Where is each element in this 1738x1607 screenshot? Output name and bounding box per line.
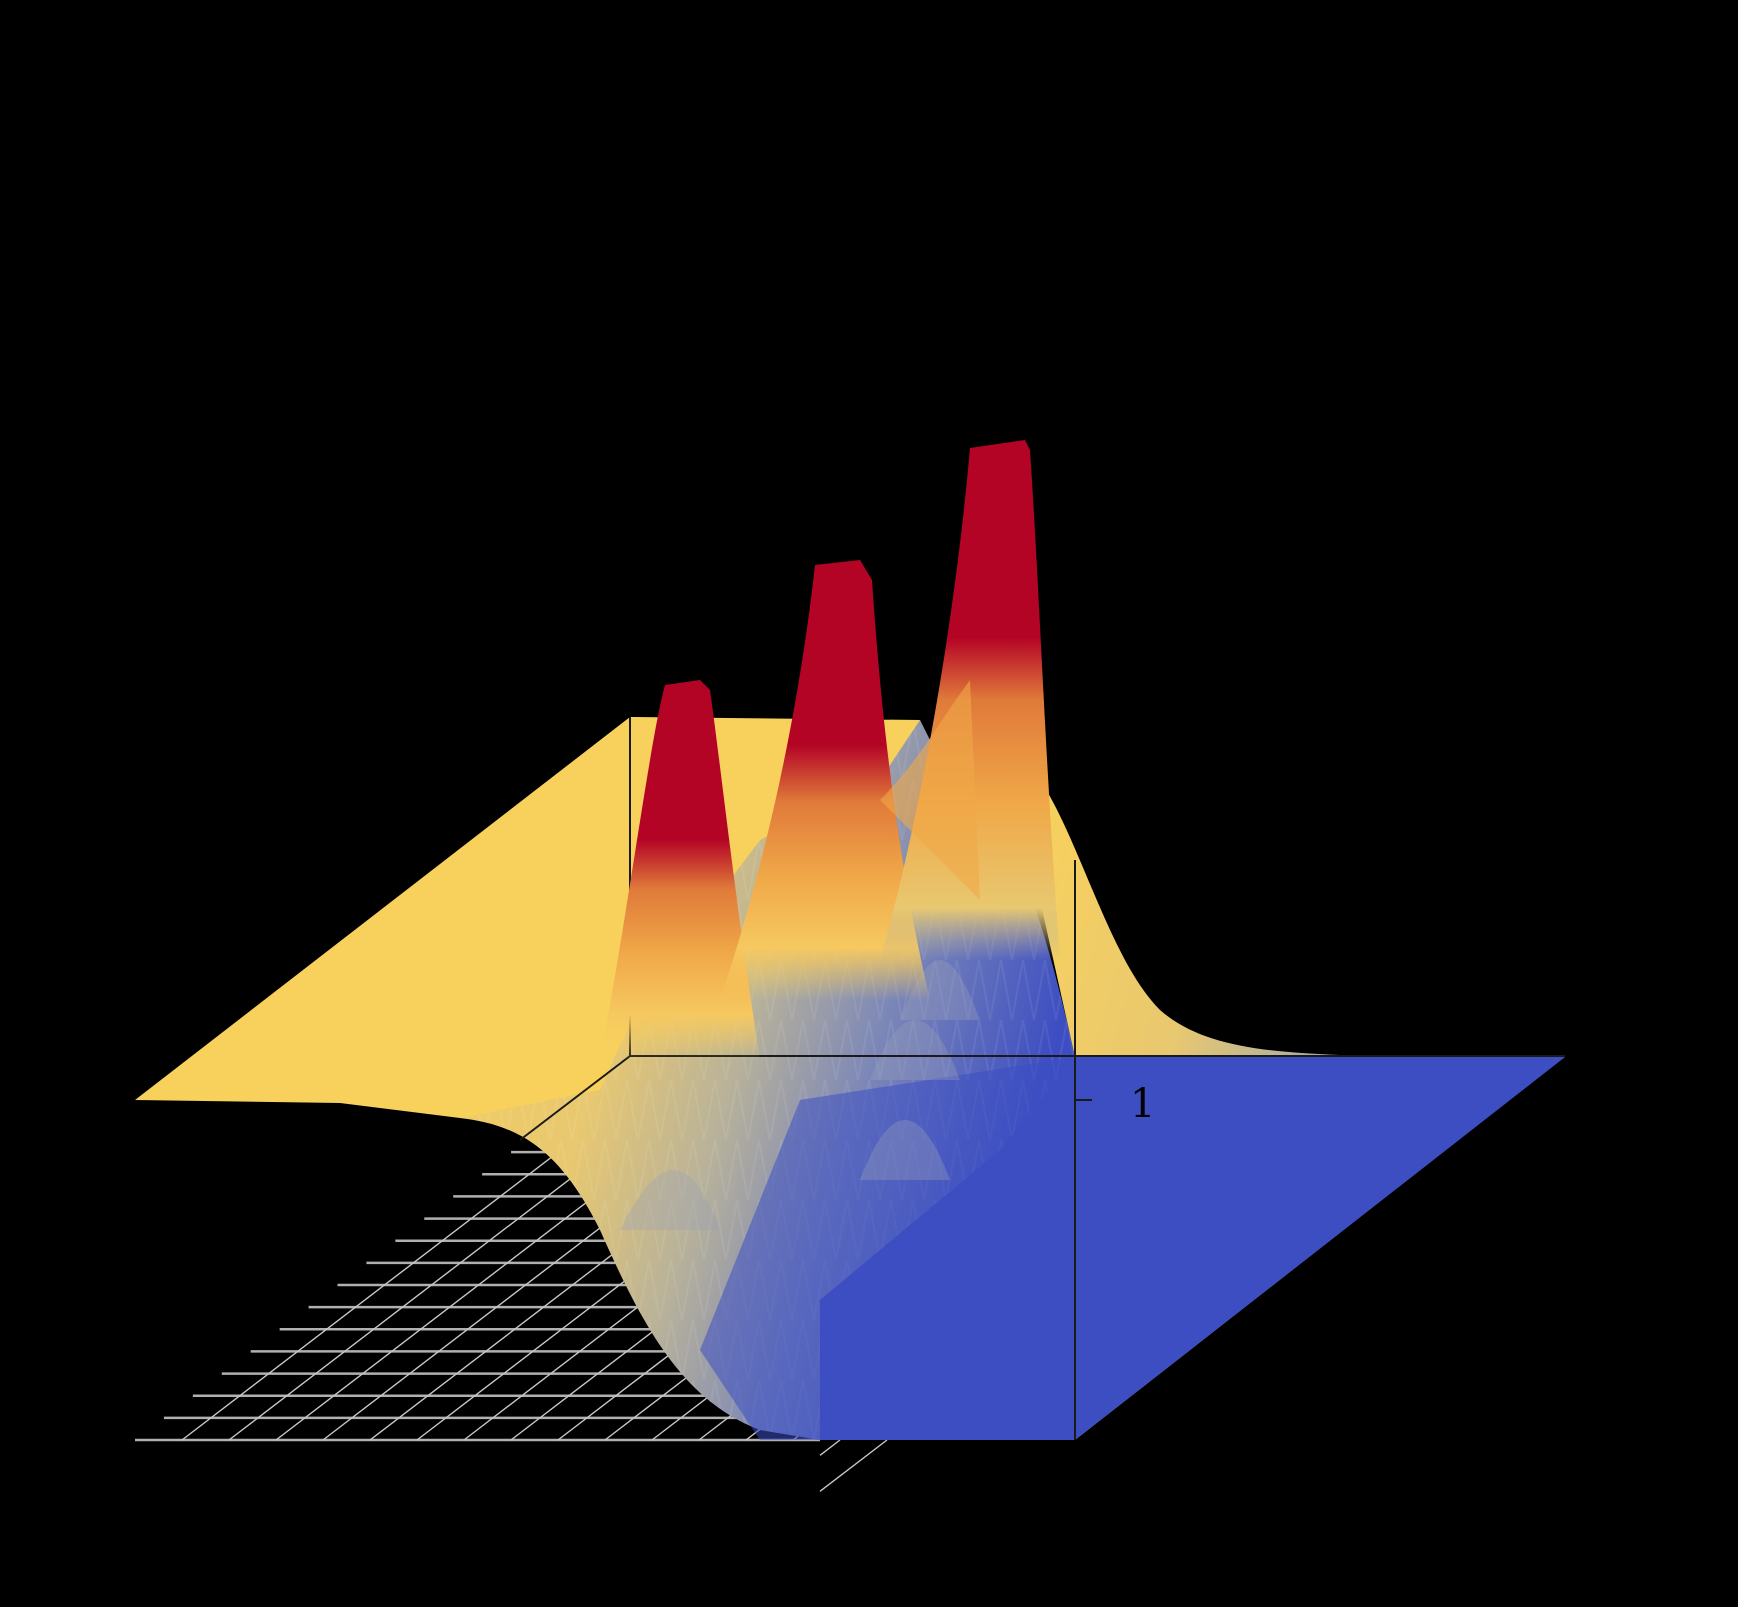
ripples — [620, 960, 980, 1230]
peak-2 — [720, 560, 930, 1000]
peak-3 — [880, 440, 1060, 960]
peak-1 — [600, 680, 760, 1060]
z-tick-label-1: 1 — [1130, 1081, 1155, 1127]
z-axis-tick: 1 — [1075, 1081, 1155, 1127]
